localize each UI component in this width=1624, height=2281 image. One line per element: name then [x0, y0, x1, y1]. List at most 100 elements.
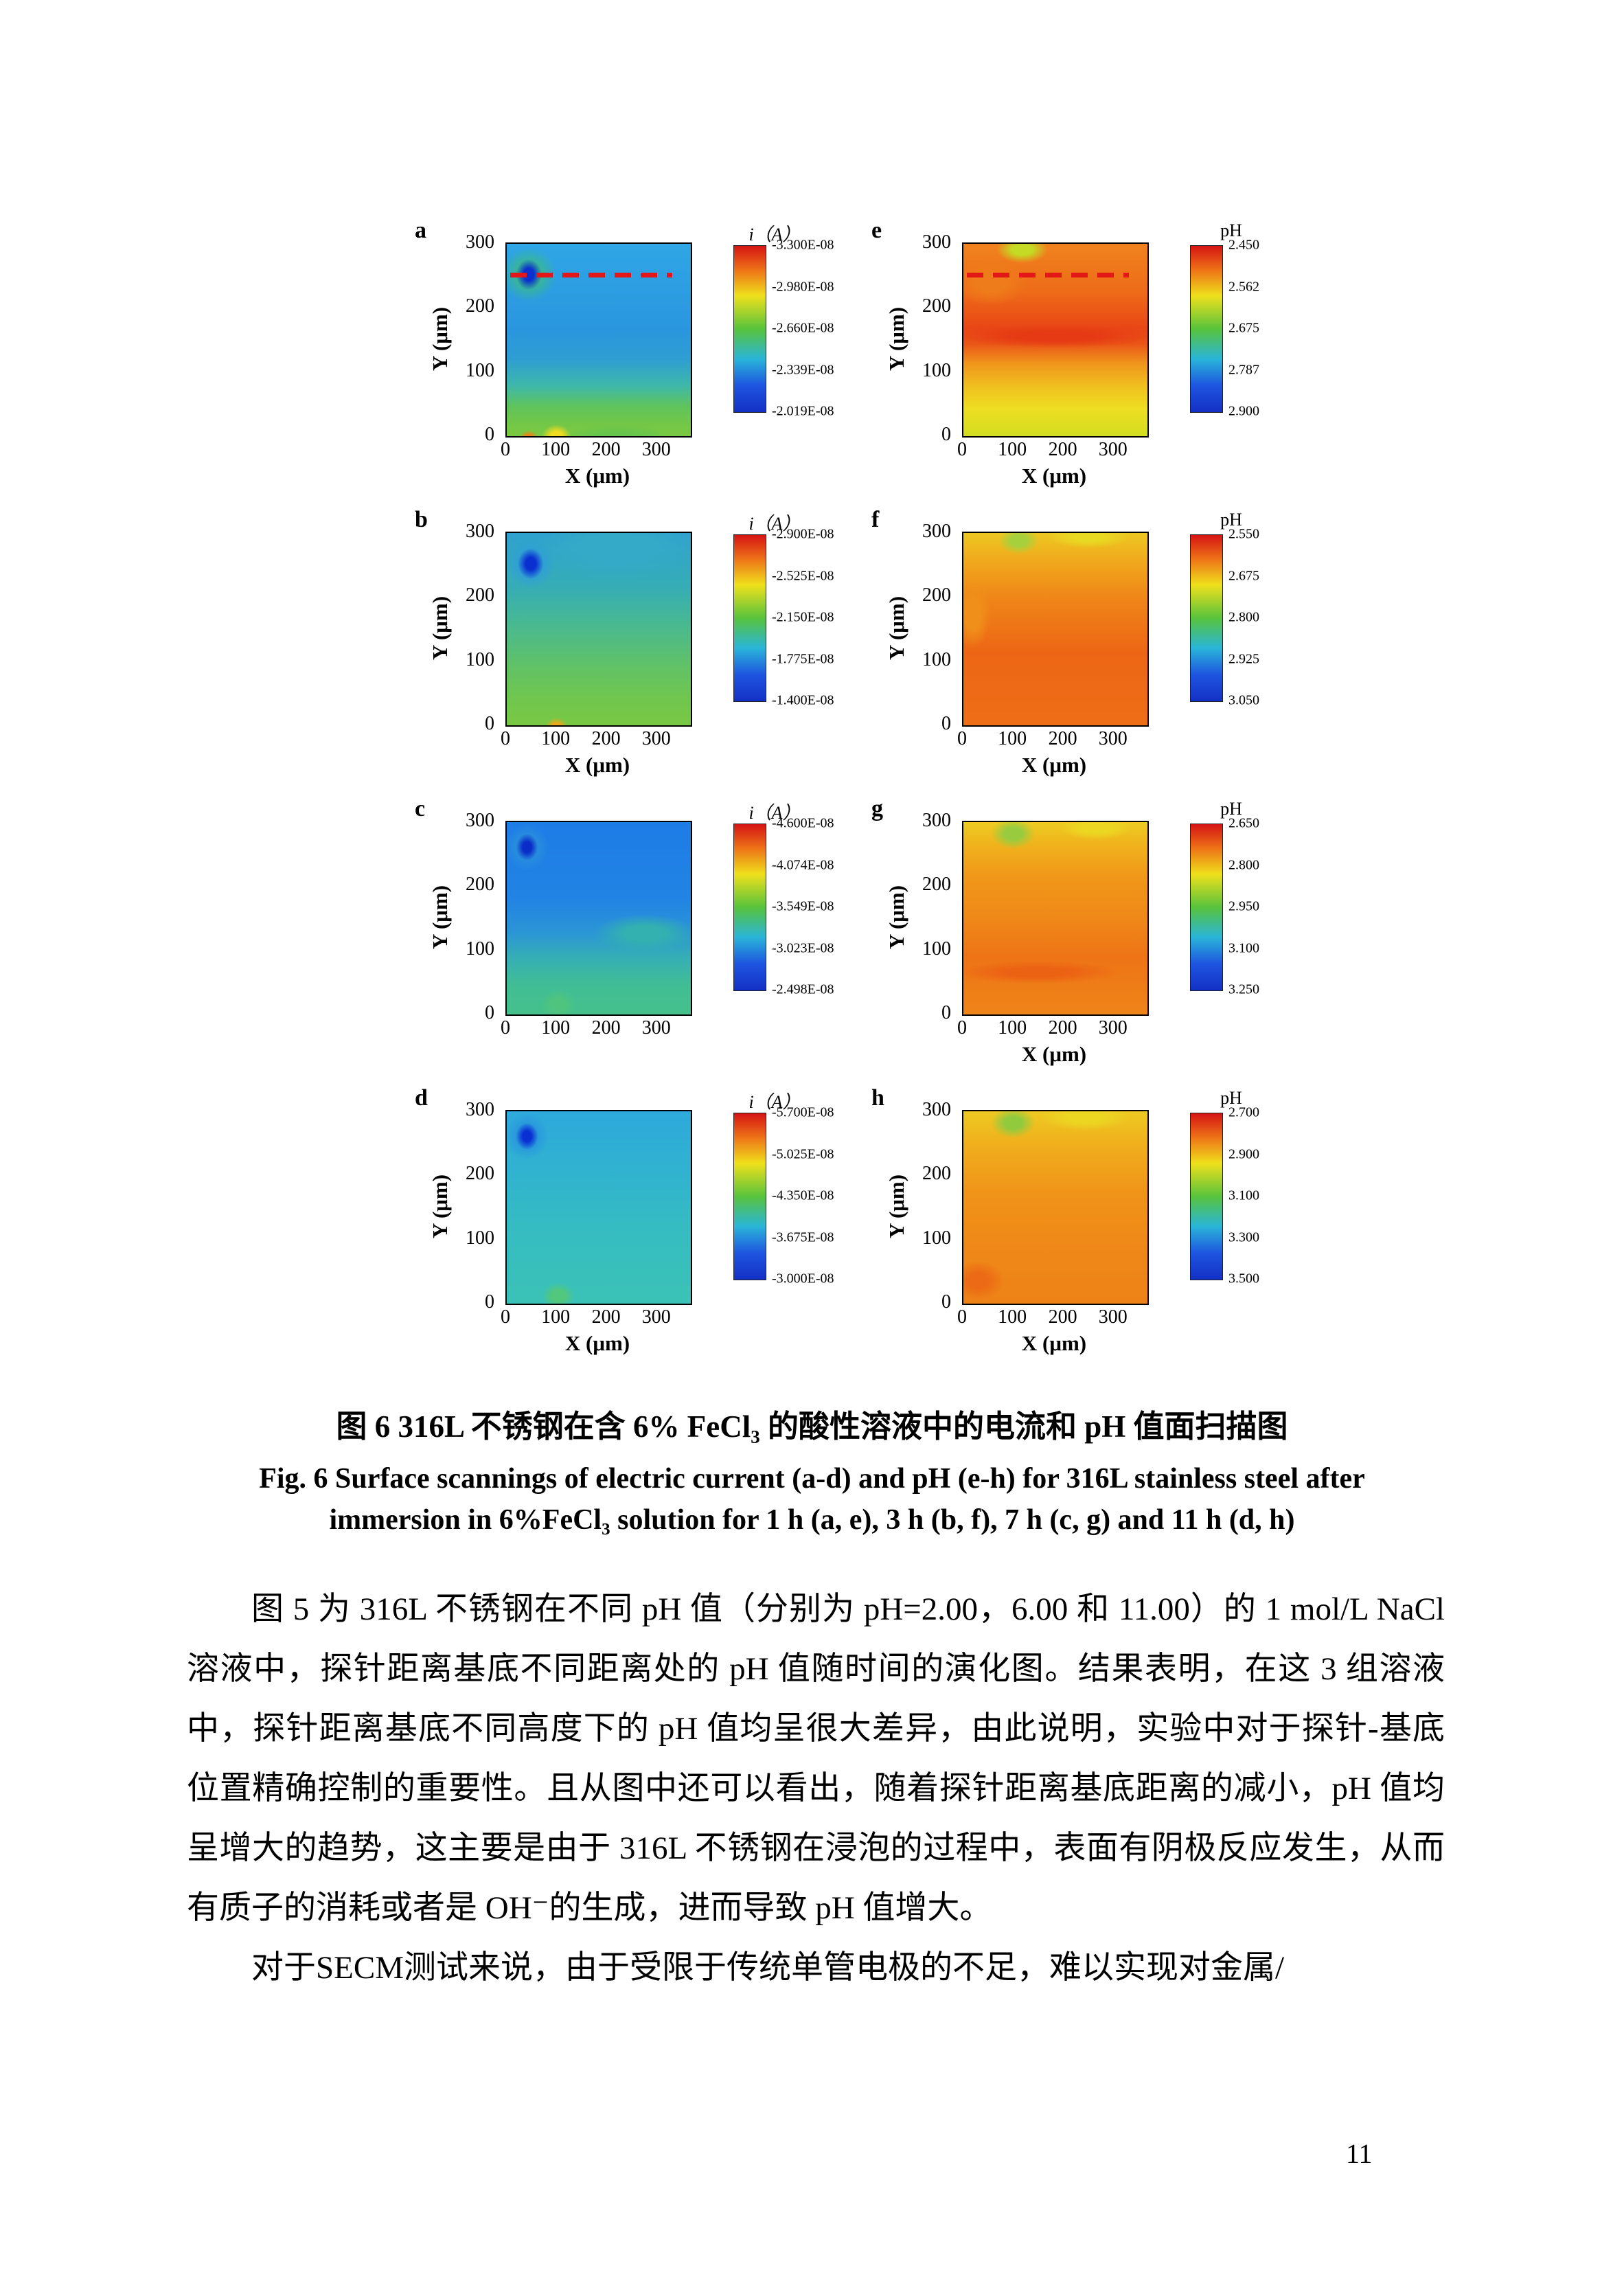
y-axis-title: Y (μm) — [884, 1174, 908, 1238]
x-tick-label: 100 — [541, 1306, 571, 1328]
x-tick-label: 0 — [501, 1017, 510, 1039]
panel-letter: f — [871, 507, 880, 532]
x-axis-title: X (μm) — [1021, 753, 1087, 777]
y-axis-title: Y (μm) — [884, 595, 908, 660]
x-tick-label: 300 — [641, 1306, 671, 1328]
colorbar-title: pH — [1220, 220, 1242, 240]
colorbar-tick-labels: -5.700E-08 -5.025E-08 -4.350E-08 -3.675E-08… — [772, 1105, 865, 1286]
x-axis-ticks: 0 100 200 300 — [957, 1306, 1146, 1330]
colorbar-title: pH — [1220, 1088, 1242, 1108]
colorbar-title: i（A） — [748, 514, 801, 534]
colorbar — [1190, 534, 1223, 702]
y-axis-ticks: 300 200 100 0 — [908, 1099, 957, 1313]
colorbar — [1190, 824, 1223, 991]
x-tick-label: 200 — [591, 1017, 621, 1039]
heatmap-plot — [505, 1110, 692, 1305]
y-tick-label: 300 — [466, 1099, 494, 1120]
panel-letter: g — [871, 796, 883, 821]
y-axis-title: Y (μm) — [428, 1174, 452, 1238]
x-tick-label: 200 — [1048, 1017, 1077, 1039]
x-tick-label: 100 — [541, 728, 571, 749]
colorbar-title: i（A） — [748, 1092, 801, 1112]
panel-letter: c — [415, 796, 426, 821]
heatmap-panel-c: c Y (μm) 300 200 100 0 0 100 200 300 i（A） -4.6… — [412, 795, 865, 1084]
colorbar-tick-label: 2.925 — [1228, 651, 1259, 666]
y-axis-ticks: 300 200 100 0 — [452, 1099, 500, 1313]
x-axis-ticks: 0 100 200 300 — [501, 439, 689, 462]
y-tick-label: 0 — [485, 1002, 494, 1023]
x-axis-title: X (μm) — [1021, 1331, 1087, 1355]
scan-line-marker — [967, 273, 1130, 277]
x-tick-label: 300 — [1098, 1306, 1128, 1328]
y-tick-label: 100 — [466, 938, 494, 960]
y-tick-label: 100 — [466, 648, 494, 670]
colorbar-title: i（A） — [748, 225, 801, 245]
colorbar-tick-label: 3.050 — [1228, 692, 1259, 708]
heatmap-plot — [505, 242, 692, 438]
x-axis-ticks: 0 100 200 300 — [957, 439, 1146, 462]
heatmap-plot — [505, 821, 692, 1016]
y-tick-label: 200 — [922, 295, 951, 317]
colorbar-tick-label: -2.019E-08 — [772, 403, 834, 419]
colorbar-tick-label: 3.100 — [1228, 1188, 1259, 1203]
y-tick-label: 200 — [466, 295, 494, 317]
colorbar-tick-labels: 2.550 2.675 2.800 2.925 3.050 — [1228, 527, 1321, 708]
body-text: 图 5 为 316L 不锈钢在不同 pH 值（分别为 pH=2.00，6.00 … — [187, 1580, 1445, 1998]
colorbar — [733, 245, 766, 413]
colorbar-tick-label: 3.250 — [1228, 981, 1259, 997]
x-tick-label: 100 — [998, 1017, 1027, 1039]
x-tick-label: 100 — [998, 728, 1027, 749]
y-axis-ticks: 300 200 100 0 — [908, 231, 957, 445]
panel-letter: d — [415, 1085, 428, 1111]
y-axis-title: Y (μm) — [884, 306, 908, 371]
y-axis-title: Y (μm) — [428, 885, 452, 949]
colorbar-tick-label: 2.800 — [1228, 857, 1259, 872]
y-axis-ticks: 300 200 100 0 — [908, 810, 957, 1023]
x-axis-ticks: 0 100 200 300 — [501, 1306, 689, 1330]
y-tick-label: 300 — [466, 521, 494, 542]
colorbar-tick-label: 2.800 — [1228, 609, 1259, 625]
colorbar — [1190, 1113, 1223, 1280]
x-axis-ticks: 0 100 200 300 — [501, 1017, 689, 1041]
x-tick-label: 0 — [957, 1017, 967, 1039]
figure-caption-english-line1: Fig. 6 Surface scannings of electric cur… — [259, 1463, 1365, 1495]
y-tick-label: 300 — [922, 1099, 951, 1120]
y-tick-label: 200 — [922, 1163, 951, 1185]
colorbar-tick-label: -4.600E-08 — [772, 815, 834, 831]
y-tick-label: 300 — [922, 231, 951, 253]
paragraph-1: 图 5 为 316L 不锈钢在不同 pH 值（分别为 pH=2.00，6.00 … — [187, 1591, 1445, 1926]
y-axis-title: Y (μm) — [428, 306, 452, 371]
colorbar-tick-label: 3.500 — [1228, 1271, 1259, 1286]
colorbar-tick-label: -2.525E-08 — [772, 568, 834, 583]
y-tick-label: 100 — [922, 938, 951, 960]
x-tick-label: 100 — [998, 1306, 1027, 1328]
y-tick-label: 300 — [466, 231, 494, 253]
y-tick-label: 0 — [941, 713, 951, 734]
colorbar-tick-label: -3.023E-08 — [772, 940, 834, 955]
colorbar-tick-label: 2.675 — [1228, 320, 1259, 336]
panel-letter: h — [871, 1085, 884, 1111]
heatmap-panel-b: b Y (μm) 300 200 100 0 0 100 200 300 X (μm) i（… — [412, 506, 865, 795]
y-tick-label: 300 — [922, 521, 951, 542]
y-tick-label: 100 — [922, 1227, 951, 1249]
page-number: 11 — [1346, 2138, 1373, 2169]
x-tick-label: 0 — [501, 439, 510, 460]
scan-line-marker — [510, 273, 673, 277]
y-tick-label: 100 — [922, 359, 951, 381]
colorbar-tick-label: 2.450 — [1228, 237, 1259, 253]
panel-letter: e — [871, 218, 882, 243]
heatmap-panel-f: f Y (μm) 300 200 100 0 0 100 200 300 X (μm) pH… — [869, 506, 1322, 795]
colorbar-tick-label: 3.300 — [1228, 1229, 1259, 1245]
colorbar-tick-label: -2.980E-08 — [772, 279, 834, 294]
heatmap-plot — [962, 532, 1149, 727]
x-tick-label: 300 — [1098, 1017, 1128, 1039]
heatmap-panel-h: h Y (μm) 300 200 100 0 0 100 200 300 X (μm) pH… — [869, 1084, 1322, 1373]
y-tick-label: 0 — [941, 424, 951, 445]
x-axis-ticks: 0 100 200 300 — [957, 728, 1146, 751]
y-tick-label: 200 — [922, 585, 951, 606]
y-tick-label: 0 — [941, 1291, 951, 1313]
x-tick-label: 300 — [1098, 439, 1128, 460]
y-tick-label: 300 — [466, 810, 494, 831]
x-tick-label: 0 — [501, 728, 510, 749]
colorbar — [733, 534, 766, 702]
